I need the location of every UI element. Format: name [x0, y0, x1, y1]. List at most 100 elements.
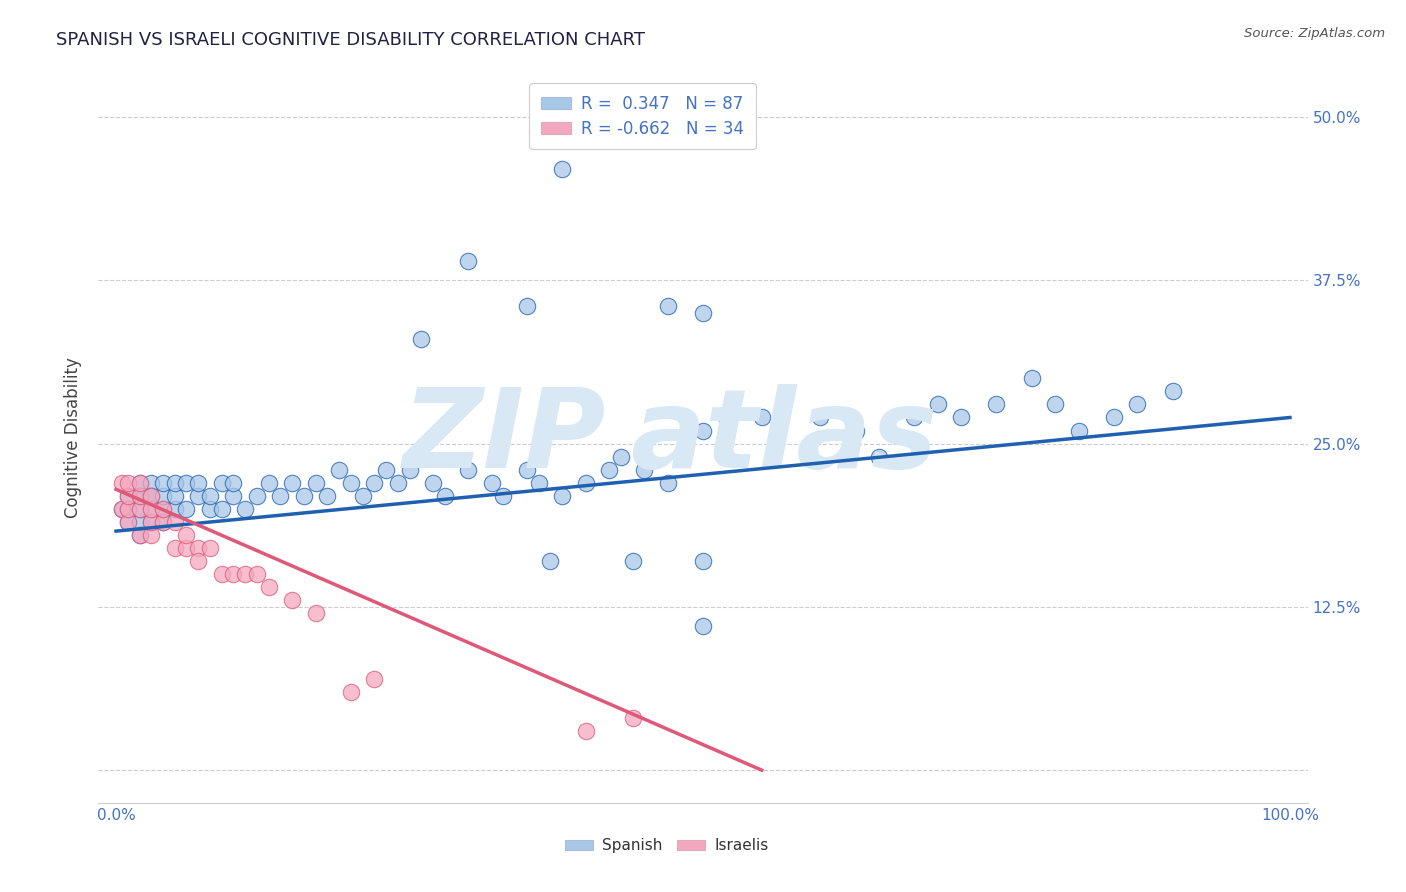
Point [128, 502, 150, 516]
Point [481, 475, 503, 490]
Point [845, 424, 868, 438]
Point [375, 463, 398, 477]
Point [222, 475, 245, 490]
Point [575, 475, 598, 490]
Point [128, 475, 150, 490]
Point [398, 463, 420, 477]
Point [152, 475, 174, 490]
Point [363, 672, 385, 686]
Point [141, 515, 163, 529]
Point [633, 463, 655, 477]
Point [176, 541, 198, 555]
Point [1102, 410, 1125, 425]
Point [927, 397, 949, 411]
Point [340, 475, 363, 490]
Point [163, 541, 186, 555]
Point [492, 489, 515, 503]
Point [328, 463, 350, 477]
Point [117, 515, 139, 529]
Point [128, 515, 150, 529]
Point [621, 711, 644, 725]
Point [187, 541, 209, 555]
Point [457, 253, 479, 268]
Point [141, 515, 163, 529]
Point [246, 567, 269, 582]
Point [1043, 397, 1066, 411]
Point [411, 450, 433, 464]
Point [222, 489, 245, 503]
Point [551, 162, 574, 177]
Point [187, 489, 209, 503]
Point [198, 489, 221, 503]
Point [111, 475, 134, 490]
Point [411, 332, 433, 346]
Point [316, 489, 339, 503]
Point [163, 475, 186, 490]
Point [128, 528, 150, 542]
Point [352, 489, 374, 503]
Point [246, 489, 269, 503]
Point [211, 475, 233, 490]
Point [1161, 384, 1184, 399]
Point [292, 489, 315, 503]
Point [281, 475, 304, 490]
Point [950, 410, 973, 425]
Point [141, 489, 163, 503]
Point [198, 502, 221, 516]
Point [610, 450, 633, 464]
Point [257, 580, 280, 594]
Point [163, 489, 186, 503]
Point [152, 515, 174, 529]
Point [117, 515, 139, 529]
Point [117, 489, 139, 503]
Point [141, 502, 163, 516]
Point [516, 463, 538, 477]
Point [187, 554, 209, 568]
Point [986, 397, 1008, 411]
Point [176, 528, 198, 542]
Point [176, 475, 198, 490]
Point [233, 567, 256, 582]
Point [152, 515, 174, 529]
Point [527, 475, 550, 490]
Point [1021, 371, 1043, 385]
Point [117, 489, 139, 503]
Point [211, 502, 233, 516]
Point [692, 619, 714, 633]
Point [281, 593, 304, 607]
Point [657, 300, 679, 314]
Point [211, 567, 233, 582]
Point [117, 502, 139, 516]
Point [598, 463, 620, 477]
Point [233, 502, 256, 516]
Point [457, 463, 479, 477]
Point [692, 424, 714, 438]
Point [751, 410, 773, 425]
Point [128, 475, 150, 490]
Point [551, 489, 574, 503]
Point [128, 489, 150, 503]
Text: ZIP: ZIP [402, 384, 606, 491]
Point [538, 554, 561, 568]
Text: Source: ZipAtlas.com: Source: ZipAtlas.com [1244, 27, 1385, 40]
Point [340, 685, 363, 699]
Point [433, 489, 456, 503]
Point [117, 475, 139, 490]
Point [363, 475, 385, 490]
Text: SPANISH VS ISRAELI COGNITIVE DISABILITY CORRELATION CHART: SPANISH VS ISRAELI COGNITIVE DISABILITY … [56, 31, 645, 49]
Point [1126, 397, 1149, 411]
Point [117, 502, 139, 516]
Point [128, 489, 150, 503]
Point [621, 554, 644, 568]
Point [868, 450, 890, 464]
Point [163, 515, 186, 529]
Point [128, 528, 150, 542]
Point [152, 489, 174, 503]
Legend: Spanish, Israelis: Spanish, Israelis [557, 830, 776, 861]
Point [141, 489, 163, 503]
Point [692, 554, 714, 568]
Point [111, 502, 134, 516]
Point [187, 475, 209, 490]
Point [141, 475, 163, 490]
Point [141, 502, 163, 516]
